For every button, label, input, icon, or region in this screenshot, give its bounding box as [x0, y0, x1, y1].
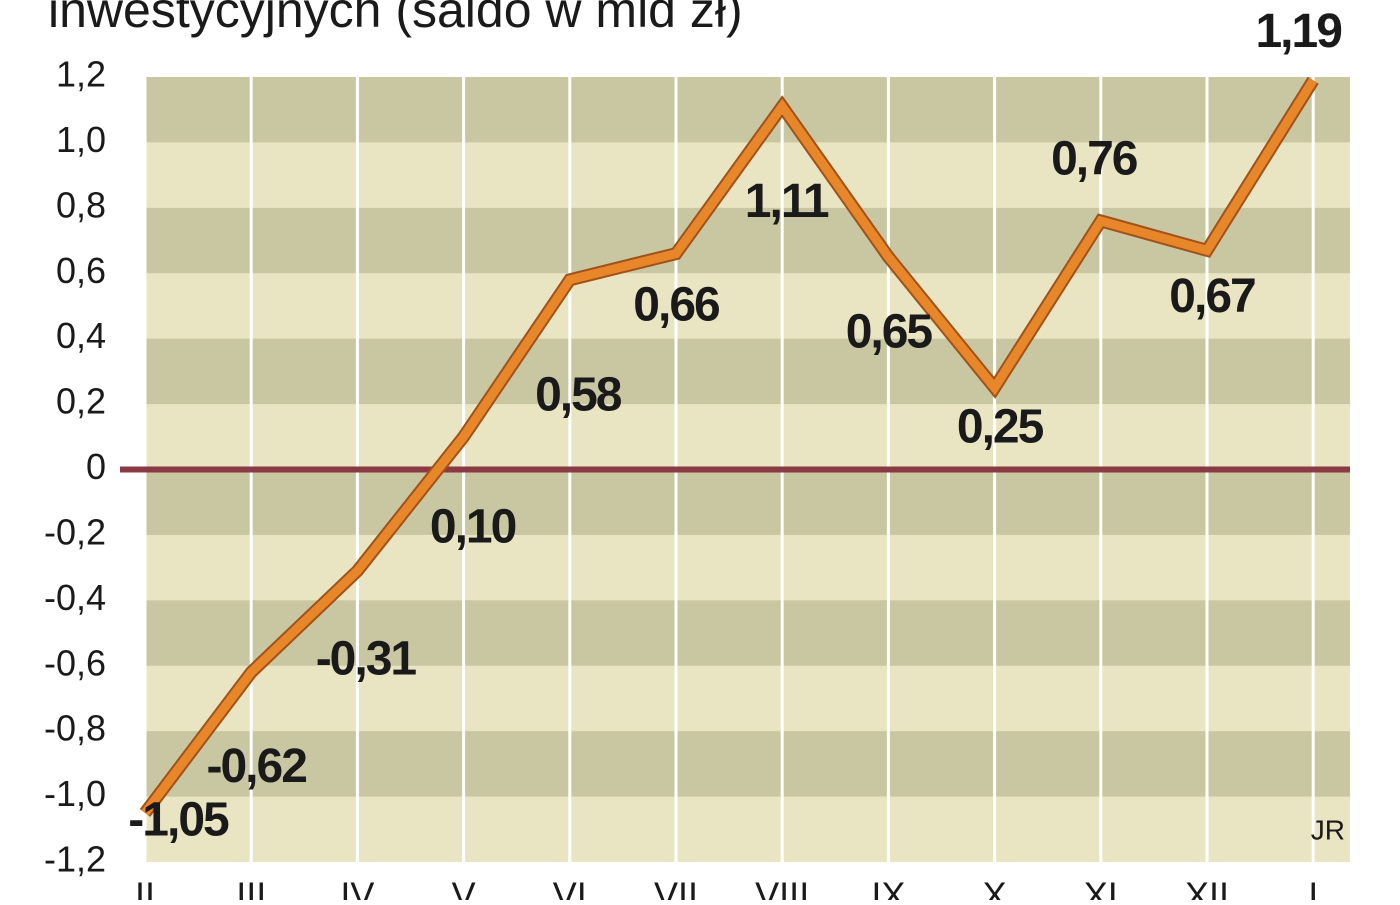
y-tick-label: 1,2	[56, 54, 106, 95]
y-tick-label: -1,2	[44, 839, 106, 880]
value-label: 0,58	[535, 368, 622, 421]
y-tick-label: 0,8	[56, 184, 106, 225]
value-label: 0,65	[846, 306, 933, 359]
value-label: 0,76	[1051, 133, 1137, 186]
line	[141, 77, 1318, 816]
x-tick-label: VII	[654, 875, 698, 900]
value-label: 1,11	[745, 175, 829, 228]
y-tick-label: 0,2	[56, 381, 106, 422]
value-label: -1,05	[128, 794, 229, 847]
x-tick-label: X	[983, 875, 1007, 900]
y-tick-label: -0,4	[44, 577, 106, 618]
band	[145, 338, 1350, 405]
y-tick-label: 0,6	[56, 250, 106, 291]
value-label: 1,19	[1255, 5, 1341, 58]
x-tick-label: VIII	[755, 875, 809, 900]
value-label: 0,66	[633, 278, 719, 331]
y-tick-label: 1,0	[56, 119, 106, 160]
value-label: 0,10	[430, 500, 516, 553]
value-label: 0,67	[1169, 270, 1255, 323]
chart-title: inwestycyjnych (saldo w mld zł)	[48, 0, 743, 38]
x-tick-label: II	[135, 875, 155, 900]
source: JR	[1311, 814, 1345, 845]
y-tick-label: 0	[86, 446, 106, 487]
x-tick-label: I	[1308, 875, 1318, 900]
band	[145, 77, 1350, 143]
y-tick-label: -0,2	[44, 511, 106, 552]
band	[145, 731, 1350, 797]
value-label: -0,31	[316, 633, 417, 686]
x-tick-label: IX	[871, 875, 905, 900]
x-tick-label: III	[236, 875, 266, 900]
x-tick-label: IV	[340, 875, 374, 900]
x-tick-label: XI	[1084, 875, 1118, 900]
band	[145, 600, 1350, 666]
value-label: -0,62	[206, 740, 306, 793]
y-tick-label: -1,0	[44, 773, 106, 814]
x-tick-label: V	[452, 875, 476, 900]
y-tick-label: 0,4	[56, 315, 106, 356]
x-tick-label: VI	[553, 875, 587, 900]
value-label: 0,25	[957, 400, 1044, 453]
y-tick-label: -0,8	[44, 708, 106, 749]
x-tick-label: XII	[1185, 875, 1229, 900]
band	[145, 469, 1350, 535]
y-tick-label: -0,6	[44, 642, 106, 683]
